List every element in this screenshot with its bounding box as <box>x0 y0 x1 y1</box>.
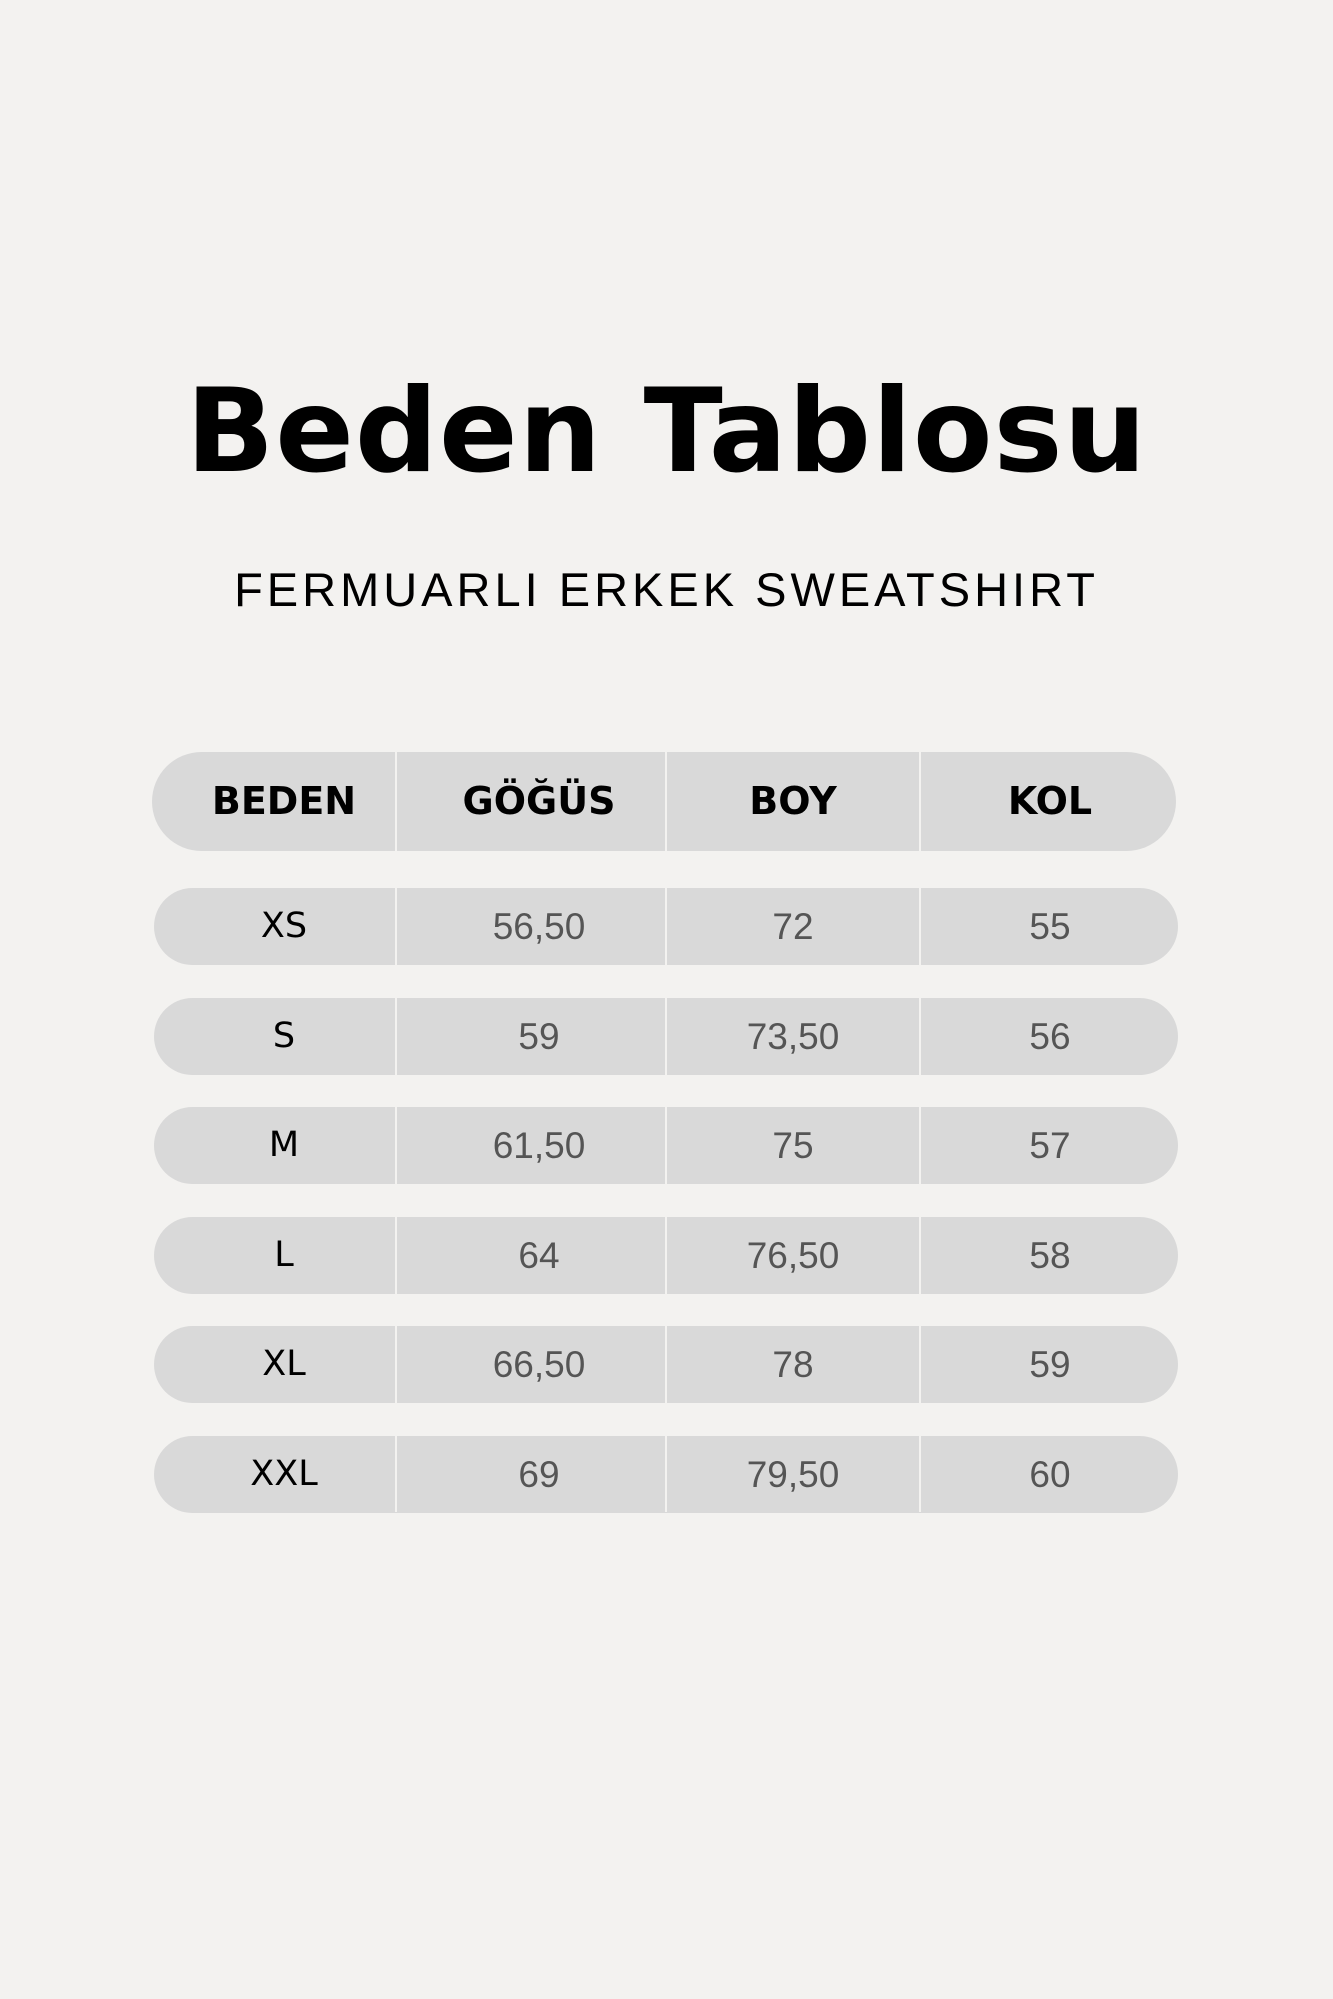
measure-cell: 76,50 <box>746 1234 840 1276</box>
header-boy: BOY <box>749 779 837 823</box>
page-title: Beden Tablosu <box>185 364 1148 499</box>
measure-cell: 75 <box>772 1125 814 1167</box>
measure-cell: 61,50 <box>492 1125 586 1167</box>
measure-cell: 58 <box>1029 1234 1071 1276</box>
measure-cell: 78 <box>772 1344 814 1386</box>
measure-cell: 55 <box>1029 906 1071 947</box>
column-divider <box>919 752 921 1512</box>
measure-cell: 73,50 <box>746 1015 840 1057</box>
header-gogus: GÖĞÜS <box>462 779 616 823</box>
table-header: BEDEN GÖĞÜS BOY KOL <box>152 752 1176 851</box>
size-cell: L <box>274 1234 294 1275</box>
page-subtitle: FERMUARLI ERKEK SWEATSHIRT <box>234 563 1099 616</box>
measure-cell: 56 <box>1029 1015 1071 1057</box>
measure-cell: 57 <box>1029 1125 1071 1167</box>
measure-cell: 59 <box>1029 1344 1071 1386</box>
size-cell: XL <box>262 1344 306 1385</box>
measure-cell: 64 <box>518 1234 560 1276</box>
header-kol: KOL <box>1007 779 1093 823</box>
column-divider <box>395 752 397 1512</box>
size-cell: M <box>268 1125 300 1166</box>
size-cell: S <box>272 1015 296 1056</box>
measure-cell: 56,50 <box>492 906 586 947</box>
size-cell: XXL <box>250 1454 318 1494</box>
measure-cell: 66,50 <box>492 1344 586 1386</box>
size-cell: XS <box>260 906 308 946</box>
measure-cell: 79,50 <box>746 1454 840 1495</box>
column-divider <box>665 752 667 1512</box>
header-beden: BEDEN <box>211 779 357 823</box>
measure-cell: 69 <box>518 1454 560 1495</box>
measure-cell: 59 <box>518 1015 560 1057</box>
measure-cell: 72 <box>772 906 814 947</box>
measure-cell: 60 <box>1029 1454 1071 1495</box>
